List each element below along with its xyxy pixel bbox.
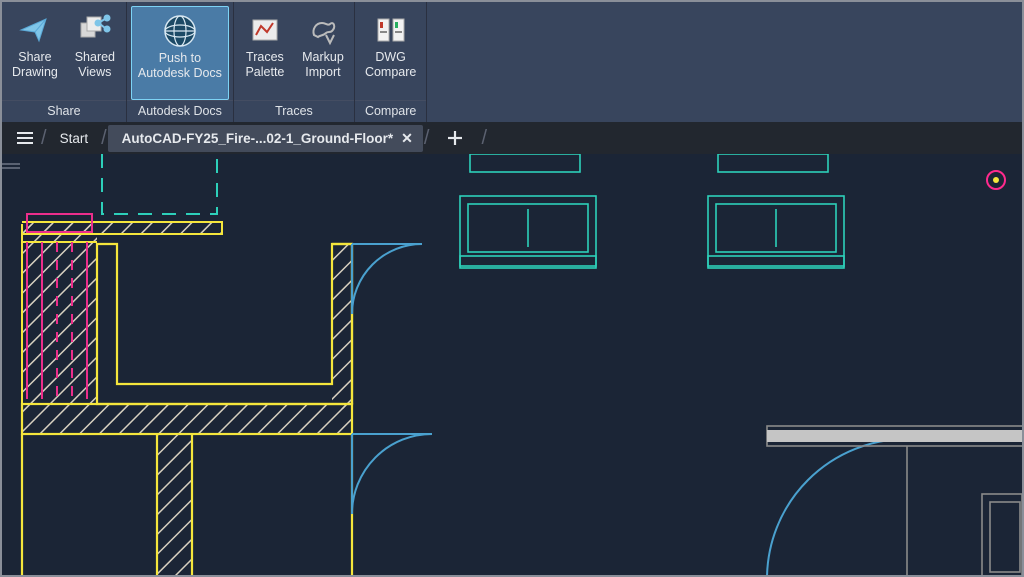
- ribbon-group-label: Traces: [234, 100, 354, 122]
- shared-views-button[interactable]: Shared Views: [68, 6, 122, 100]
- share-drawing-button[interactable]: Share Drawing: [6, 6, 64, 100]
- tab-separator: /: [41, 127, 47, 150]
- compare-icon: [374, 12, 408, 48]
- drawing-svg: [2, 154, 1022, 575]
- share-plane-icon: [18, 12, 52, 48]
- drawing-canvas[interactable]: [2, 154, 1022, 575]
- tab-separator: /: [481, 127, 487, 150]
- plus-icon: [446, 129, 464, 147]
- ribbon-group-traces: Traces Palette Markup Import Traces: [234, 2, 355, 122]
- ribbon-label: Traces Palette: [245, 50, 284, 80]
- push-to-autodesk-docs-button[interactable]: Push to Autodesk Docs: [131, 6, 229, 100]
- start-tab[interactable]: Start: [48, 125, 101, 152]
- hamburger-menu-button[interactable]: [10, 123, 40, 153]
- ribbon-group-share: Share Drawing Shared Views Shar: [2, 2, 127, 122]
- tab-separator: /: [101, 127, 107, 150]
- ribbon-label: DWG Compare: [365, 50, 416, 80]
- viewcube-indicator[interactable]: [984, 168, 1008, 192]
- markup-icon: [306, 12, 340, 48]
- traces-icon: [248, 12, 282, 48]
- ribbon-label: Share Drawing: [12, 50, 58, 80]
- ribbon-label: Shared Views: [75, 50, 115, 80]
- ribbon-group-label: Share: [2, 100, 126, 122]
- document-tab-label: AutoCAD-FY25_Fire-...02-1_Ground-Floor*: [122, 131, 394, 146]
- ribbon-group-label: Compare: [355, 100, 426, 122]
- ribbon: Share Drawing Shared Views Shar: [2, 2, 1022, 122]
- new-tab-button[interactable]: [430, 129, 480, 147]
- tab-separator: /: [424, 127, 430, 150]
- markup-import-button[interactable]: Markup Import: [296, 6, 350, 100]
- hamburger-icon: [15, 128, 35, 148]
- viewcube-icon: [984, 168, 1008, 192]
- share-nodes-icon: [78, 12, 112, 48]
- ribbon-label: Markup Import: [302, 50, 344, 80]
- ribbon-label: Push to Autodesk Docs: [138, 51, 222, 81]
- start-tab-label: Start: [60, 131, 89, 146]
- dwg-compare-button[interactable]: DWG Compare: [359, 6, 422, 100]
- close-icon[interactable]: ✕: [401, 130, 413, 147]
- globe-icon: [162, 13, 198, 49]
- traces-palette-button[interactable]: Traces Palette: [238, 6, 292, 100]
- ribbon-group-autodesk-docs: Push to Autodesk Docs Autodesk Docs: [127, 2, 234, 122]
- document-tabbar: / Start / AutoCAD-FY25_Fire-...02-1_Grou…: [2, 122, 1022, 154]
- ribbon-group-label: Autodesk Docs: [127, 100, 233, 122]
- document-tab[interactable]: AutoCAD-FY25_Fire-...02-1_Ground-Floor* …: [108, 125, 423, 152]
- ribbon-group-compare: DWG Compare Compare: [355, 2, 427, 122]
